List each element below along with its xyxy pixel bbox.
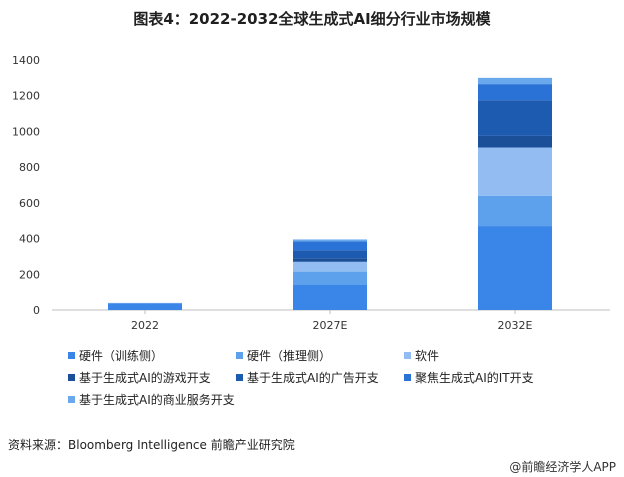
y-tick-label: 1000: [12, 125, 40, 138]
legend-item: 基于生成式AI的商业服务开支: [68, 388, 236, 410]
legend-swatch: [236, 373, 243, 381]
y-tick-label: 400: [19, 233, 40, 246]
bar-segment: [108, 302, 182, 304]
legend-label: 聚焦生成式AI的IT开支: [415, 370, 534, 385]
brand-note: @前瞻经济学人APP: [509, 460, 616, 474]
y-tick-label: 600: [19, 197, 40, 210]
legend-item: 基于生成式AI的游戏开支: [68, 366, 236, 388]
legend-swatch: [404, 351, 411, 359]
legend-label: 硬件（推理侧）: [247, 348, 332, 363]
x-tick-label: 2032E: [498, 319, 533, 332]
source-note: 资料来源：Bloomberg Intelligence 前瞻产业研究院: [8, 438, 295, 452]
legend-item: 聚焦生成式AI的IT开支: [404, 366, 572, 388]
bar-segment: [293, 239, 367, 242]
legend-swatch: [404, 373, 411, 381]
y-tick-label: 0: [33, 304, 40, 317]
legend-item: 软件: [404, 344, 572, 366]
bar-segment: [478, 226, 552, 310]
legend-label: 软件: [415, 348, 440, 363]
bar-segment: [478, 135, 552, 148]
legend-label: 基于生成式AI的广告开支: [247, 370, 379, 385]
chart-title: 图表4：2022-2032全球生成式AI细分行业市场规模: [133, 10, 491, 28]
bar-segment: [478, 147, 552, 196]
legend-swatch: [68, 373, 75, 381]
bar-segment: [108, 303, 182, 310]
bar-segment: [478, 100, 552, 136]
x-tick-label: 2027E: [313, 319, 348, 332]
legend-label: 硬件（训练侧）: [79, 348, 164, 363]
chart-legend: 硬件（训练侧） 硬件（推理侧） 软件基于生成式AI的游戏开支 基于生成式AI的广告开支…: [68, 344, 588, 410]
y-tick-label: 800: [19, 161, 40, 174]
x-tick-label: 2022: [131, 319, 159, 332]
legend-label: 基于生成式AI的商业服务开支: [79, 392, 235, 407]
bar-segment: [478, 77, 552, 85]
y-tick-label: 1200: [12, 90, 40, 103]
legend-swatch: [68, 351, 75, 359]
bar-segment: [293, 261, 367, 272]
legend-item: 硬件（推理侧）: [236, 344, 404, 366]
legend-swatch: [236, 351, 243, 359]
y-tick-label: 1400: [12, 54, 40, 67]
bar-segment: [293, 258, 367, 262]
bar-segment: [293, 250, 367, 259]
legend-label: 基于生成式AI的游戏开支: [79, 370, 211, 385]
bar-segment: [293, 271, 367, 285]
legend-item: 基于生成式AI的广告开支: [236, 366, 404, 388]
y-tick-label: 200: [19, 268, 40, 281]
bar-segment: [478, 84, 552, 101]
bar-segment: [478, 195, 552, 227]
stacked-bar-chart: 0 200 400 600 800 1000 1200 1400 2022 2027E 2032E: [12, 54, 610, 332]
bar-segment: [293, 285, 367, 310]
legend-swatch: [68, 395, 75, 403]
legend-item: 硬件（训练侧）: [68, 344, 236, 366]
bar-segment: [293, 241, 367, 251]
